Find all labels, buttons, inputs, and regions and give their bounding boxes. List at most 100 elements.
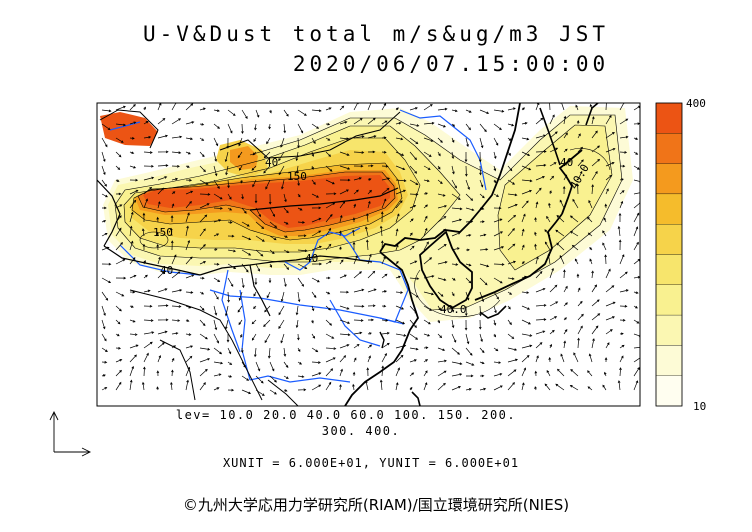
wind-arrow: [115, 192, 122, 196]
wind-arrow: [241, 263, 249, 273]
wind-arrow: [101, 179, 107, 187]
wind-arrow: [633, 356, 640, 363]
wind-arrow: [423, 241, 429, 251]
wind-arrow: [521, 165, 532, 171]
wind-arrow: [618, 239, 622, 251]
wind-arrow: [325, 243, 332, 251]
wind-arrow: [423, 257, 433, 265]
wind-arrow: [156, 243, 160, 251]
wind-arrow: [297, 333, 300, 341]
wind-arrow: [423, 179, 430, 183]
wind-arrow: [213, 151, 218, 162]
wind-arrow: [101, 360, 108, 364]
wind-arrow: [142, 243, 146, 250]
wind-arrow: [115, 179, 120, 182]
wind-arrow: [339, 259, 344, 265]
wind-arrow: [437, 291, 444, 297]
wind-arrow: [367, 117, 376, 125]
wind-arrow: [129, 333, 138, 336]
wind-arrow: [465, 220, 474, 223]
wind-arrow: [213, 361, 224, 365]
wind-arrow: [633, 291, 639, 294]
wind-arrow: [395, 107, 399, 111]
wind-arrow: [423, 192, 429, 195]
colorbar-segment: [655, 345, 683, 376]
wind-arrow: [423, 346, 429, 350]
wind-arrow: [157, 355, 162, 363]
wind-arrow: [493, 372, 503, 377]
wind-arrow: [451, 207, 463, 211]
wind-arrow: [547, 253, 551, 265]
wind-arrow: [225, 165, 229, 176]
wind-arrow: [395, 382, 399, 391]
wind-arrow: [185, 355, 193, 363]
wind-arrow: [507, 243, 516, 251]
wind-arrow: [101, 193, 108, 198]
wind-arrow: [381, 304, 387, 308]
wind-arrow: [278, 319, 285, 330]
wind-arrow: [129, 178, 139, 182]
wind-arrow: [185, 366, 191, 377]
wind-arrow: [605, 114, 612, 125]
wind-arrow: [269, 249, 275, 254]
wind-arrow: [115, 276, 127, 280]
wind-arrow: [129, 225, 133, 237]
wind-arrow: [437, 319, 440, 324]
wind-arrow: [143, 186, 153, 195]
wind-arrow: [395, 305, 405, 310]
wind-arrow: [115, 204, 123, 209]
wind-arrow: [157, 304, 169, 307]
wind-arrow: [587, 386, 593, 391]
wind-arrow: [521, 305, 531, 310]
wind-arrow: [280, 291, 285, 302]
wind-arrow: [493, 385, 503, 391]
wind-arrow: [521, 244, 525, 251]
wind-arrow: [380, 211, 384, 223]
wind-arrow: [353, 189, 359, 195]
wind-arrow: [241, 277, 245, 289]
wind-arrow: [507, 228, 515, 237]
wind-arrow: [409, 359, 417, 363]
wind-arrow: [633, 165, 640, 170]
wind-arrow: [226, 334, 230, 343]
wind-arrow: [295, 165, 299, 174]
wind-arrow: [451, 109, 458, 113]
wind-arrow: [535, 134, 546, 139]
dust-patch-mid2: [230, 146, 258, 170]
wind-arrow: [423, 215, 428, 223]
wind-arrow: [311, 333, 316, 339]
wind-arrow: [521, 189, 532, 195]
wind-arrow: [604, 254, 607, 265]
wind-arrow: [619, 200, 624, 209]
wind-arrow: [381, 290, 388, 293]
wind-arrow: [586, 216, 593, 223]
wind-arrow: [199, 333, 208, 340]
wind-arrow: [325, 319, 333, 326]
wind-arrow: [548, 356, 552, 363]
wind-arrow: [241, 389, 252, 395]
wind-arrow: [549, 284, 558, 293]
wind-arrow: [423, 151, 432, 157]
wind-arrow: [157, 164, 169, 167]
wind-arrow: [563, 269, 566, 279]
wind-arrow: [115, 359, 123, 363]
wind-arrow: [380, 240, 384, 251]
wind-arrow: [199, 244, 206, 251]
wind-arrow: [185, 379, 189, 391]
wind-arrow: [241, 193, 244, 200]
wind-arrow: [129, 151, 135, 154]
wind-arrow: [278, 151, 285, 162]
wind-arrow: [605, 188, 609, 195]
wind-arrow: [395, 151, 405, 156]
wind-arrow: [366, 367, 370, 377]
wind-arrow: [353, 319, 364, 322]
wind-arrow: [633, 179, 640, 183]
wind-arrow: [507, 305, 511, 310]
colorbar-segment: [655, 224, 683, 255]
wind-arrow: [535, 150, 547, 153]
wind-arrow: [367, 135, 377, 139]
wind-arrow: [556, 368, 565, 377]
wind-arrow: [266, 291, 271, 299]
wind-arrow: [255, 109, 260, 118]
wind-arrow: [409, 107, 418, 111]
